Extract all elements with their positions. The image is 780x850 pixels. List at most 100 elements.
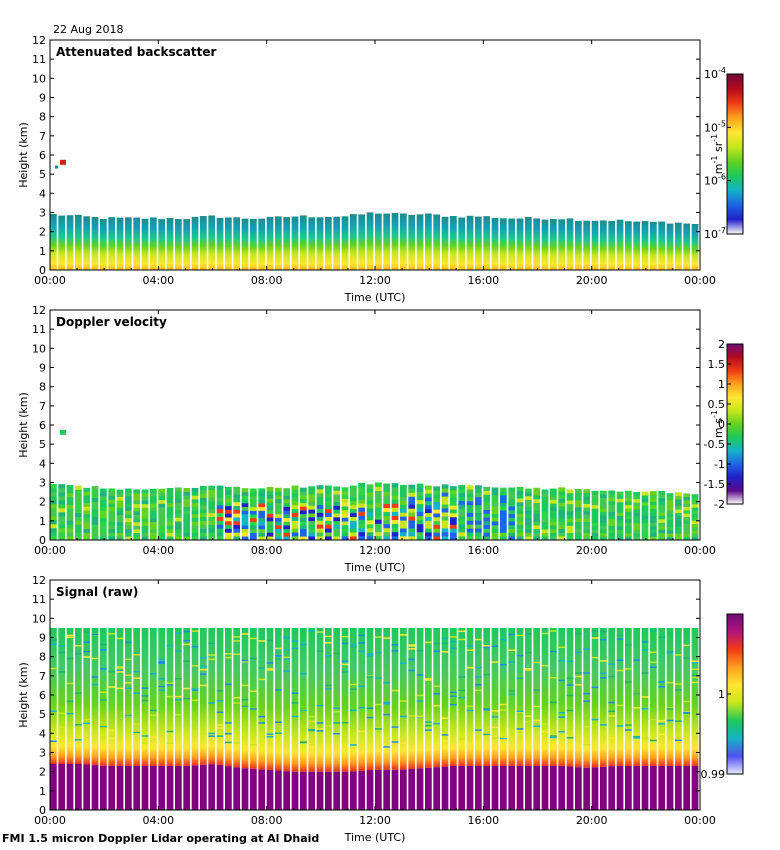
- data-cell: [141, 489, 149, 494]
- data-column: [166, 218, 174, 270]
- data-cell: [500, 491, 507, 496]
- data-cell: [666, 496, 674, 501]
- data-cell: [141, 525, 149, 530]
- y-tick-label: 6: [39, 689, 46, 702]
- data-cell: [658, 494, 666, 499]
- data-cell: [58, 520, 66, 525]
- data-cell: [616, 505, 624, 510]
- noise-speckle: [225, 656, 232, 659]
- data-cell: [416, 503, 424, 509]
- cloud-speck: [60, 429, 66, 435]
- data-column-noise: [225, 627, 232, 767]
- y-tick-label: 8: [39, 651, 46, 664]
- data-cell: [191, 487, 199, 492]
- data-cell: [366, 532, 374, 537]
- data-cell: [141, 518, 149, 523]
- data-cell: [666, 499, 674, 504]
- noise-speckle: [333, 733, 341, 735]
- data-cell: [275, 513, 282, 518]
- noise-speckle: [391, 726, 399, 728]
- data-cell: [533, 498, 541, 504]
- data-cell: [50, 531, 57, 537]
- data-cell: [266, 490, 274, 495]
- noise-speckle: [508, 689, 516, 692]
- noise-speckle: [633, 693, 641, 695]
- data-cell: [458, 524, 466, 529]
- data-cell: [533, 525, 541, 530]
- data-cell: [216, 489, 224, 494]
- data-cell: [75, 532, 82, 537]
- data-cell: [66, 492, 74, 498]
- data-cell: [225, 502, 232, 507]
- noise-speckle: [550, 630, 557, 632]
- noise-speckle: [691, 676, 699, 679]
- data-cell: [641, 526, 649, 530]
- data-cell: [108, 517, 116, 522]
- noise-speckle: [650, 651, 657, 654]
- data-cell: [516, 521, 524, 526]
- noise-speckle: [600, 660, 607, 662]
- data-cell: [50, 536, 57, 541]
- data-cell: [425, 504, 432, 510]
- data-cell: [50, 491, 57, 497]
- data-cell: [550, 510, 557, 515]
- data-cell: [583, 532, 591, 537]
- data-column-noise: [241, 627, 249, 769]
- data-column: [525, 216, 532, 270]
- data-cell: [141, 521, 149, 526]
- data-cell: [100, 488, 107, 493]
- data-cell: [566, 500, 574, 505]
- data-cell: [575, 529, 582, 533]
- data-cell: [650, 491, 657, 495]
- data-cell: [525, 528, 532, 533]
- data-cell: [600, 522, 607, 527]
- data-cell: [316, 508, 324, 513]
- noise-speckle: [83, 656, 91, 658]
- data-cell: [483, 517, 491, 522]
- data-column-noise: [316, 627, 324, 772]
- noise-speckle: [250, 657, 257, 660]
- data-cell: [50, 507, 57, 513]
- data-cell: [241, 517, 249, 522]
- data-cell: [266, 528, 274, 533]
- data-cell: [383, 487, 391, 492]
- data-cell: [616, 522, 624, 527]
- data-cell: [650, 522, 657, 527]
- data-cell: [475, 496, 482, 502]
- noise-speckle: [433, 642, 441, 645]
- data-cell: [683, 526, 691, 531]
- data-column: [400, 213, 407, 270]
- data-cell: [591, 522, 599, 527]
- noise-speckle: [425, 729, 432, 731]
- data-cell: [433, 536, 441, 541]
- noise-speckle: [416, 715, 424, 718]
- data-cell: [408, 528, 416, 533]
- noise-speckle: [616, 725, 624, 727]
- data-cell: [100, 514, 107, 519]
- data-cell: [483, 505, 491, 510]
- data-cell: [483, 494, 491, 499]
- data-column-noise: [91, 627, 99, 766]
- data-cell: [608, 494, 616, 498]
- data-cell: [491, 494, 499, 500]
- data-cell: [116, 518, 124, 523]
- data-cell: [325, 489, 332, 494]
- data-column: [550, 218, 557, 270]
- data-column-base: [608, 766, 616, 810]
- data-cell: [541, 500, 549, 505]
- data-cell: [183, 491, 191, 496]
- data-column: [358, 214, 366, 270]
- noise-speckle: [50, 740, 57, 743]
- data-cell: [291, 524, 299, 529]
- data-cell: [350, 508, 357, 514]
- data-cell: [691, 533, 699, 538]
- data-cell: [658, 519, 666, 523]
- noise-speckle: [516, 710, 524, 713]
- noise-speckle: [608, 675, 616, 678]
- data-cell: [108, 492, 116, 497]
- data-column-noise: [600, 627, 607, 767]
- noise-speckle: [508, 693, 516, 695]
- data-cell: [408, 508, 416, 513]
- data-cell: [241, 495, 249, 500]
